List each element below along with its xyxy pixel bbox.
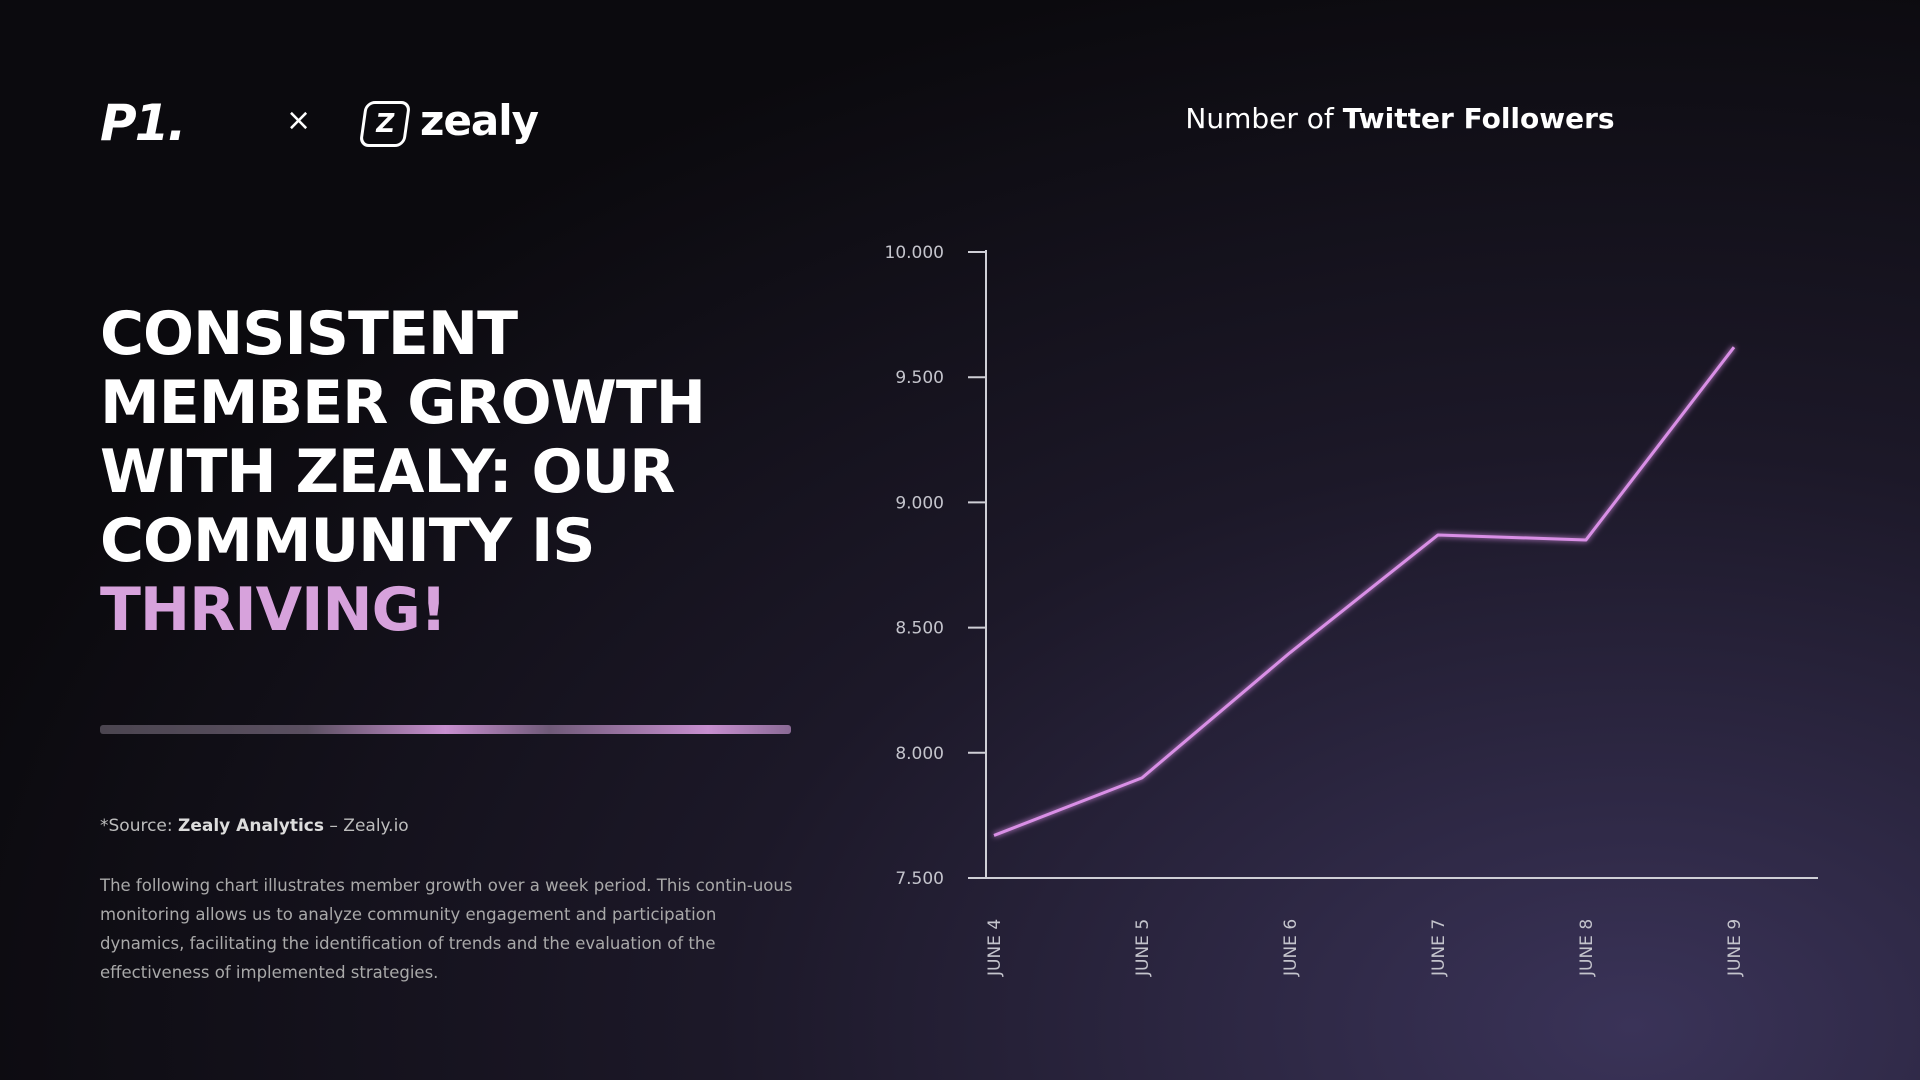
x-tick-label: JUNE 6: [1281, 919, 1301, 977]
y-tick-label: 9.000: [895, 493, 944, 513]
x-tick-label: JUNE 7: [1429, 919, 1449, 977]
description: The following chart illustrates member g…: [100, 876, 793, 982]
headline-line: MEMBER GROWTH: [100, 368, 706, 438]
x-tick-label: JUNE 9: [1725, 919, 1745, 977]
headline-highlight: THRIVING!: [100, 575, 447, 645]
chart-title-prefix: Number of: [1185, 102, 1335, 135]
y-tick-label: 8.500: [895, 619, 944, 639]
chart-title: Number of Twitter Followers: [1185, 102, 1614, 135]
y-tick-label: 7.500: [895, 869, 944, 889]
y-tick-label: 8.000: [895, 744, 944, 764]
y-tick-label: 10.000: [885, 243, 944, 263]
source: *Source: Zealy Analytics – Zealy.io: [100, 816, 409, 836]
chart-title-main: Twitter Followers: [1343, 102, 1615, 135]
x-tick-label: JUNE 5: [1133, 919, 1153, 977]
headline-line: COMMUNITY IS: [100, 506, 596, 576]
logo-separator: ×: [286, 103, 312, 138]
source-suffix: – Zealy.io: [329, 816, 409, 836]
logo-zealy: zealy: [420, 96, 539, 145]
source-prefix: *Source:: [100, 816, 173, 836]
headline: CONSISTENT MEMBER GROWTH WITH ZEALY: OUR…: [100, 299, 706, 645]
source-name: Zealy Analytics: [178, 816, 324, 836]
x-tick-label: JUNE 8: [1577, 919, 1597, 977]
headline-line: CONSISTENT: [100, 299, 518, 369]
x-tick-label: JUNE 4: [985, 919, 1005, 977]
logo-p1: P1.: [100, 94, 186, 152]
y-tick-label: 9.500: [895, 368, 944, 388]
divider: [100, 725, 791, 734]
headline-line: WITH ZEALY: OUR: [100, 437, 675, 507]
line-series: [993, 346, 1736, 837]
